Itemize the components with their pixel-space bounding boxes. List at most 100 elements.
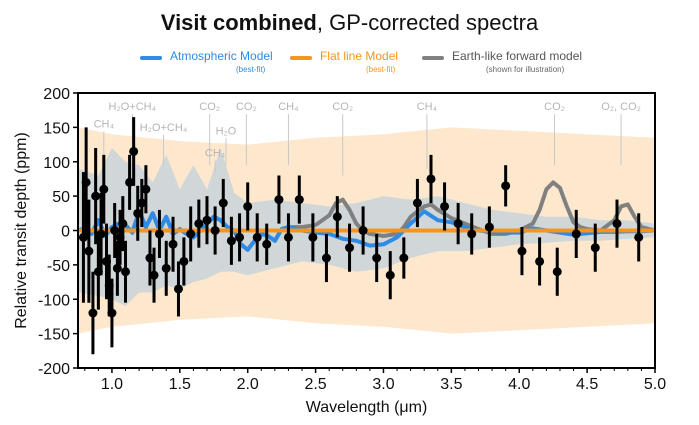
data-point [453,219,463,229]
x-tick-label: 4.0 [508,376,530,393]
legend-label-atmospheric: Atmospheric Model [170,49,273,63]
x-tick-label: 2.5 [304,376,326,393]
data-point [129,146,139,156]
data-point [358,226,368,235]
legend-label-earth: Earth-like forward model [452,49,583,63]
annotation-label-11: O₂, CO₂ [601,101,641,113]
y-tick-label: 0 [61,224,70,241]
data-point [385,270,395,280]
data-point [88,308,98,318]
data-point [243,201,253,211]
data-point [399,253,409,263]
x-tick-label: 5.0 [644,376,666,393]
data-point [571,229,581,239]
legend: Atmospheric Model (best-fit) Flat line M… [140,48,660,80]
chart-title: Visit combined, GP-corrected spectra [0,10,699,36]
y-tick-label: -200 [38,361,70,378]
data-point [501,181,511,191]
x-tick-label: 1.0 [101,376,123,393]
x-tick-label: 2.0 [237,376,259,393]
legend-sub-atmospheric: (best-fit) [236,65,266,74]
data-point [484,222,494,232]
data-point [218,198,228,208]
title-bold: Visit combined [160,10,317,35]
data-point [372,253,382,263]
y-tick-label: 50 [52,189,70,206]
data-point [321,253,331,263]
data-point [262,239,272,249]
y-tick-label: -150 [38,327,70,344]
data-point [173,284,183,294]
annotation-label-5: H₂O [216,125,237,137]
legend-sub-flat: (best-fit) [366,65,396,74]
data-point [154,229,164,239]
data-point [110,226,120,235]
data-point [137,198,147,208]
x-tick-label: 1.5 [169,376,191,393]
data-point [125,177,135,187]
x-tick-label: 4.5 [576,376,598,393]
data-point [226,236,236,246]
annotation-label-8: CO₂ [332,101,353,113]
data-point [202,215,212,225]
annotation-label-10: CO₂ [544,101,565,113]
data-point [133,208,143,218]
data-point [81,177,91,187]
legend-swatch-earth [422,56,444,60]
data-point [590,243,600,253]
data-point [294,195,304,205]
y-tick-label: -100 [38,292,70,309]
x-tick-label: 3.0 [372,376,394,393]
data-point [121,267,131,277]
data-point [161,263,171,273]
annotation-label-0: CH₄ [94,118,115,130]
legend-label-flat: Flat line Model [320,49,399,63]
data-point [283,232,293,242]
data-point [107,308,117,318]
annotation-label-6: CH₄ [205,147,226,159]
data-point [186,229,196,239]
data-point [118,219,128,229]
annotation-label-4: CO₂ [236,101,257,113]
y-axis-label: Relative transit depth (ppm) [13,132,30,329]
data-point [252,232,262,242]
annotation-label-3: CO₂ [199,101,220,113]
legend-sub-earth: (shown for illustration) [486,65,565,74]
y-tick-label: 200 [43,86,70,103]
title-rest: , GP-corrected spectra [316,10,539,35]
data-point [235,232,245,242]
data-point [99,184,109,194]
data-point [168,239,178,249]
data-point [194,219,204,229]
data-point [535,256,545,266]
data-point [91,191,101,201]
data-point [634,232,644,242]
data-point [552,267,562,277]
x-tick-label: 3.5 [440,376,462,393]
x-axis-label: Wavelength (μm) [306,399,428,416]
annotation-label-2: H₂O+CH₄ [140,122,188,134]
data-point [426,174,436,184]
data-point [308,232,318,242]
data-point [345,243,355,253]
legend-swatch-atmospheric [140,56,162,60]
data-point [467,229,477,239]
y-tick-label: 150 [43,120,70,137]
data-point [84,246,94,256]
y-tick-label: 100 [43,155,70,172]
annotation-label-7: CH₄ [278,101,299,113]
data-point [96,229,106,239]
data-point [112,263,122,273]
data-point [210,226,220,235]
data-point [149,270,159,280]
data-point [141,184,151,194]
annotation-label-1: H₂O+CH₄ [109,101,157,113]
data-point [440,201,450,211]
data-point [612,219,622,229]
y-tick-label: -50 [47,258,70,275]
data-point [412,198,422,208]
data-point [332,212,342,222]
data-point [179,256,189,266]
